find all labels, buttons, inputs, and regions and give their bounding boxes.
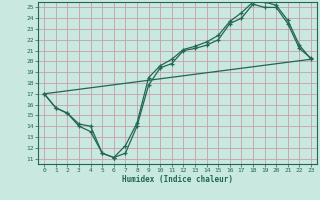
X-axis label: Humidex (Indice chaleur): Humidex (Indice chaleur) <box>122 175 233 184</box>
